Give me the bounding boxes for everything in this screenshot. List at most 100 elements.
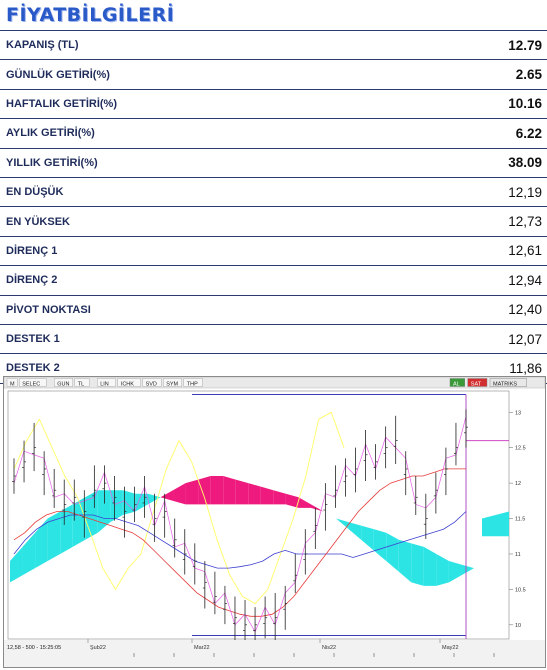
cloud-segment	[223, 476, 236, 505]
row-value: 10.16	[508, 96, 542, 112]
row-label: AYLIK GETİRİ(%)	[6, 127, 95, 140]
cloud-segment	[361, 525, 374, 551]
cloud-segment	[173, 483, 186, 505]
cloud-segment	[248, 483, 261, 505]
toolbar-button	[142, 378, 162, 387]
x-tick-label: Mar22	[194, 645, 210, 651]
cloud-segment	[373, 529, 387, 562]
cloud-segment	[436, 553, 449, 586]
tenkan-sen-line	[13, 468, 466, 617]
x-tick-label: May22	[442, 645, 459, 651]
ichimoku-chart[interactable]: M SELEC GUN TL LIN ICHK SVD SYM THP AL SAT MATRIKS 1…	[3, 376, 546, 668]
info-row: DİRENÇ 2 12,94	[0, 265, 547, 294]
cloud-segment	[260, 486, 274, 505]
cloud-segment	[22, 532, 36, 576]
info-row: HAFTALIK GETİRİ(%) 10.16	[0, 88, 547, 118]
cloud-segment	[185, 479, 199, 505]
y-tick-label: 10	[515, 623, 521, 629]
row-value: 12,61	[508, 243, 542, 259]
y-tick-label: 12.5	[515, 446, 526, 452]
row-label: DİRENÇ 1	[6, 244, 58, 257]
span-line	[13, 416, 467, 633]
cloud-segment	[348, 522, 362, 540]
toolbar-action-label: SAT	[471, 381, 482, 387]
toolbar-button-label: ICHK	[121, 381, 134, 387]
status-text: 12,58 - 500 - 15:25:05	[7, 645, 61, 651]
toolbar-button	[96, 378, 116, 387]
cloud-segment	[235, 479, 249, 505]
row-value: 11,86	[509, 360, 542, 376]
row-value: 38.09	[508, 155, 542, 171]
x-tick-label: Şub22	[90, 645, 106, 651]
y-tick-label: 10.5	[515, 587, 526, 593]
row-value: 12,40	[508, 302, 542, 318]
toolbar-button	[117, 378, 141, 387]
toolbar-action-label: AL	[453, 381, 460, 387]
toolbar-button	[6, 378, 18, 387]
toolbar-button-label: SYM	[166, 381, 178, 387]
cloud-segment	[386, 532, 399, 572]
row-value: 12,94	[508, 272, 542, 288]
info-row: KAPANIŞ (TL) 12.79	[0, 30, 547, 59]
y-tick-label: 11.5	[515, 517, 525, 523]
cloud-segment	[273, 490, 286, 505]
row-value: 12,73	[508, 214, 542, 230]
row-label: GÜNLÜK GETİRİ(%)	[6, 68, 110, 81]
toolbar-button-label: LIN	[100, 381, 109, 387]
toolbar-action-label: MATRIKS	[493, 381, 517, 387]
chart-status-bar	[4, 640, 545, 667]
row-value: 12.79	[508, 37, 542, 53]
cloud-segment	[60, 504, 73, 554]
cloud-segment	[310, 504, 324, 512]
toolbar-button-label: SVD	[146, 381, 157, 387]
toolbar-button	[74, 378, 90, 387]
cloud-segment	[160, 490, 174, 501]
page-title: FİYATBİLGİLERİ	[6, 4, 175, 26]
toolbar-button	[162, 378, 182, 387]
cloud-segment	[461, 564, 474, 576]
toolbar-action-button	[489, 378, 527, 387]
cloud-segment	[423, 546, 437, 586]
toolbar-button	[54, 378, 74, 387]
info-row: AYLIK GETİRİ(%) 6.22	[0, 118, 547, 147]
cloud-segment	[47, 511, 61, 562]
toolbar-button	[183, 378, 203, 387]
x-tick-label: Nis22	[322, 645, 336, 651]
cloud-segment	[198, 476, 211, 505]
toolbar-action-button	[449, 378, 466, 387]
row-label: YILLIK GETİRİ(%)	[6, 156, 98, 169]
kijun-sen-line	[13, 511, 467, 569]
row-label: HAFTALIK GETİRİ(%)	[6, 97, 118, 110]
row-value: 12,19	[508, 184, 542, 200]
chart-toolbar	[4, 377, 545, 389]
chart-svg: M SELEC GUN TL LIN ICHK SVD SYM THP AL SAT MATRIKS 1…	[4, 377, 545, 667]
row-value: 6.22	[515, 125, 542, 141]
cloud-segment	[35, 518, 48, 569]
chikou-span-line	[13, 411, 345, 605]
cloud-segment	[298, 497, 311, 508]
row-label: DİRENÇ 2	[6, 274, 58, 287]
row-value: 12,07	[508, 331, 542, 347]
price-info-table: KAPANIŞ (TL) 12.79 GÜNLÜK GETİRİ(%) 2.65 HAF…	[0, 30, 547, 384]
row-label: DESTEK 2	[6, 362, 60, 375]
info-row: YILLIK GETİRİ(%) 38.09	[0, 147, 547, 177]
y-tick-label: 12	[515, 481, 521, 487]
cloud-segment	[110, 490, 123, 523]
info-row: EN YÜKSEK 12,73	[0, 206, 547, 235]
toolbar-button-label: THP	[187, 381, 198, 387]
y-tick-label: 11	[515, 552, 521, 558]
cloud-future-segment	[482, 511, 509, 537]
info-row: DESTEK 1 12,07	[0, 323, 547, 353]
row-label: DESTEK 1	[6, 333, 60, 346]
row-value: 2.65	[515, 67, 542, 83]
toolbar-action-button	[467, 378, 488, 387]
y-tick-label: 13	[515, 410, 521, 416]
cloud-segment	[10, 546, 23, 583]
toolbar-button	[18, 378, 47, 387]
toolbar-button-label: TL	[78, 381, 84, 387]
cloud-segment	[411, 543, 424, 586]
toolbar-button-label: SELEC	[22, 381, 40, 387]
cloud-segment	[285, 493, 299, 508]
row-label: PİVOT NOKTASI	[6, 303, 91, 316]
info-row: DİRENÇ 1 12,61	[0, 235, 547, 265]
